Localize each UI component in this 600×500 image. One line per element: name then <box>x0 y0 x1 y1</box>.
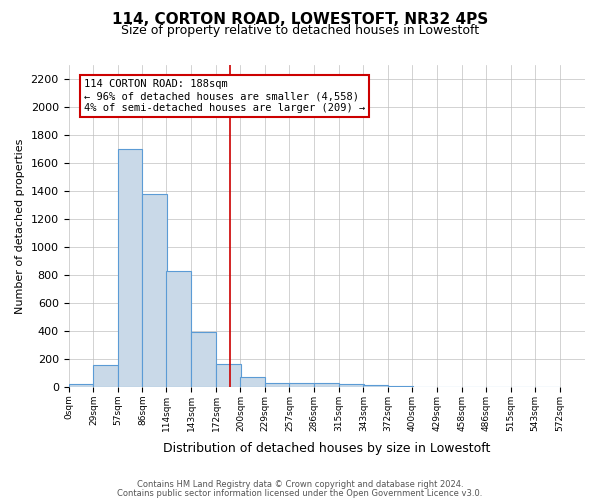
Text: 114 CORTON ROAD: 188sqm
← 96% of detached houses are smaller (4,558)
4% of semi-: 114 CORTON ROAD: 188sqm ← 96% of detache… <box>84 80 365 112</box>
Bar <box>191 332 217 387</box>
Bar <box>142 194 167 387</box>
Bar <box>339 384 364 387</box>
Bar <box>265 382 290 387</box>
Bar <box>241 377 265 387</box>
Y-axis label: Number of detached properties: Number of detached properties <box>15 138 25 314</box>
Bar <box>289 382 314 387</box>
Text: 114, CORTON ROAD, LOWESTOFT, NR32 4PS: 114, CORTON ROAD, LOWESTOFT, NR32 4PS <box>112 12 488 28</box>
X-axis label: Distribution of detached houses by size in Lowestoft: Distribution of detached houses by size … <box>163 442 490 455</box>
Bar <box>314 382 339 387</box>
Bar <box>94 365 118 387</box>
Bar <box>388 386 413 387</box>
Bar <box>68 384 94 387</box>
Text: Size of property relative to detached houses in Lowestoft: Size of property relative to detached ho… <box>121 24 479 37</box>
Text: Contains public sector information licensed under the Open Government Licence v3: Contains public sector information licen… <box>118 488 482 498</box>
Bar <box>217 364 241 387</box>
Bar <box>363 386 388 387</box>
Bar <box>118 149 142 387</box>
Text: Contains HM Land Registry data © Crown copyright and database right 2024.: Contains HM Land Registry data © Crown c… <box>137 480 463 489</box>
Bar <box>166 270 191 387</box>
